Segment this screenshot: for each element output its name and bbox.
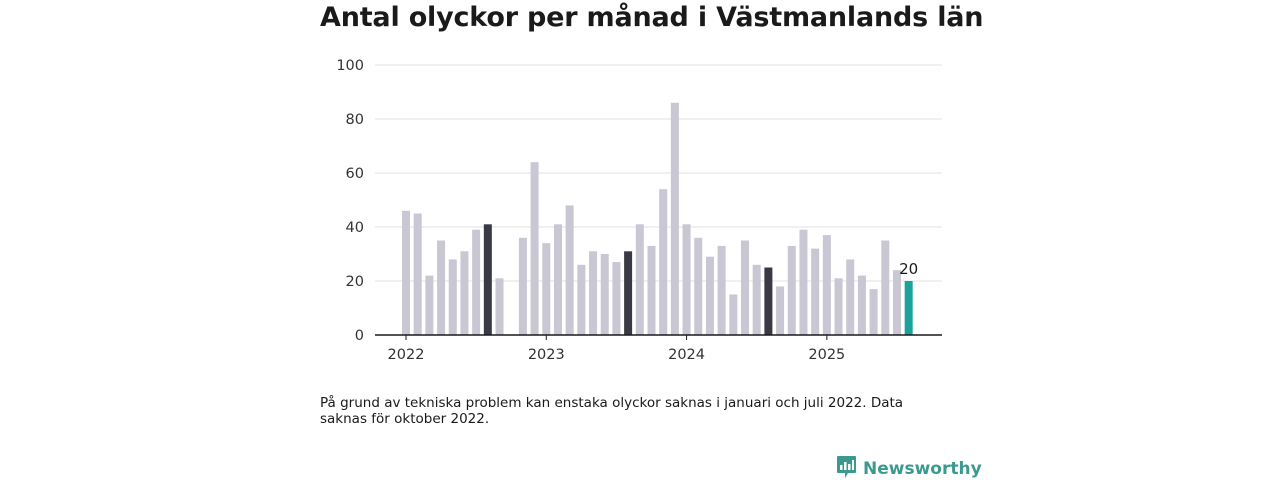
- bar-2024-02[interactable]: [694, 237, 703, 335]
- bar-2023-10[interactable]: [647, 245, 656, 335]
- x-tick-label: 2023: [528, 347, 565, 363]
- bar-2022-12[interactable]: [530, 162, 539, 335]
- bar-2025-03[interactable]: [846, 259, 855, 335]
- bar-2025-06[interactable]: [881, 240, 890, 336]
- bar-chart-speech-bubble-icon: [836, 455, 857, 483]
- bar-2024-09[interactable]: [776, 286, 785, 335]
- y-tick-label: 20: [346, 274, 364, 290]
- bar-2024-04[interactable]: [717, 245, 726, 335]
- y-tick-label: 80: [346, 112, 364, 128]
- bar-2025-04[interactable]: [857, 275, 866, 335]
- bar-2022-04[interactable]: [437, 240, 446, 336]
- bar-2023-03[interactable]: [565, 205, 574, 335]
- bar-2022-11[interactable]: [518, 237, 527, 335]
- bar-2023-06[interactable]: [600, 254, 609, 335]
- bar-2024-08[interactable]: [764, 267, 773, 336]
- bar-2022-03[interactable]: [425, 275, 434, 335]
- bar-2023-02[interactable]: [553, 224, 562, 335]
- bar-2023-12[interactable]: [670, 102, 679, 335]
- bar-2022-06[interactable]: [460, 251, 469, 335]
- bar-2023-09[interactable]: [635, 224, 644, 335]
- y-tick-label: 40: [346, 220, 364, 236]
- chart-title: Antal olyckor per månad i Västmanlands l…: [320, 2, 984, 33]
- bar-2025-08[interactable]: [904, 281, 913, 335]
- brand-name: Newsworthy: [863, 459, 982, 479]
- data-labels: 20: [899, 260, 918, 278]
- bar-2023-11[interactable]: [659, 189, 668, 335]
- bar-2025-02[interactable]: [834, 278, 843, 335]
- y-tick-label: 60: [346, 166, 364, 182]
- bar-2022-09[interactable]: [495, 278, 504, 335]
- latest-value-label: 20: [899, 260, 918, 278]
- bar-2023-01[interactable]: [542, 243, 551, 335]
- bar-2024-06[interactable]: [741, 240, 750, 336]
- y-axis-tick-labels: 0 20 40 60 80 100: [336, 58, 364, 344]
- bar-2023-07[interactable]: [612, 262, 621, 335]
- x-axis-tick-labels: 2022 2023 2024 2025: [388, 335, 845, 363]
- bar-2022-05[interactable]: [448, 259, 457, 335]
- bar-2023-04[interactable]: [577, 264, 586, 335]
- bar-2024-11[interactable]: [799, 229, 808, 335]
- bar-2023-08[interactable]: [624, 251, 633, 335]
- bar-2024-10[interactable]: [787, 245, 796, 335]
- brand-logo[interactable]: Newsworthy: [836, 455, 982, 483]
- bar-2024-05[interactable]: [729, 294, 738, 336]
- bar-2022-08[interactable]: [483, 224, 492, 335]
- gridlines: [375, 64, 942, 282]
- bar-2023-05[interactable]: [589, 251, 598, 335]
- bar-2025-07[interactable]: [892, 270, 901, 335]
- footnote: På grund av tekniska problem kan enstaka…: [320, 395, 904, 427]
- y-tick-label: 0: [355, 328, 364, 344]
- bar-2024-07[interactable]: [752, 264, 761, 335]
- bars: [402, 102, 913, 336]
- bar-2022-02[interactable]: [413, 213, 422, 336]
- bar-2024-01[interactable]: [682, 224, 691, 335]
- bar-2024-03[interactable]: [705, 256, 714, 335]
- x-tick-label: 2022: [388, 347, 425, 363]
- x-tick-label: 2025: [808, 347, 845, 363]
- bar-2024-12[interactable]: [811, 248, 820, 335]
- bar-2022-01[interactable]: [402, 210, 410, 335]
- bar-2022-07[interactable]: [472, 229, 481, 335]
- x-tick-label: 2024: [668, 347, 705, 363]
- bar-2025-01[interactable]: [822, 235, 831, 335]
- y-tick-label: 100: [336, 58, 364, 74]
- bar-2025-05[interactable]: [869, 289, 878, 335]
